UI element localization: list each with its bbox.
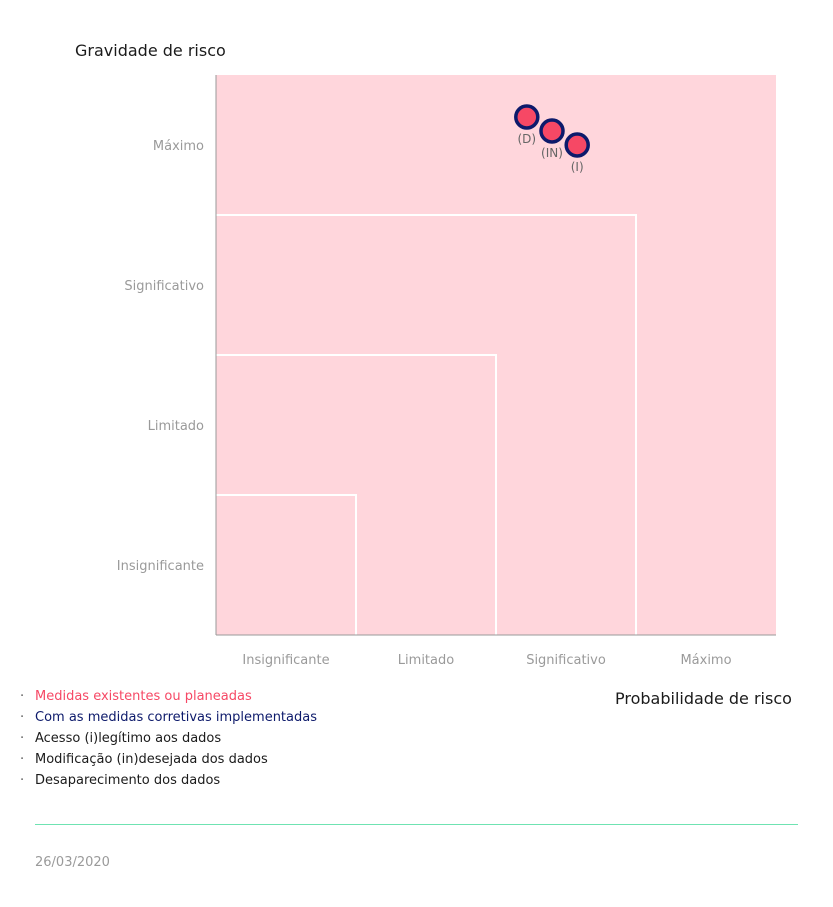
risk-zone-boundary (216, 354, 497, 635)
x-tick-label: Máximo (680, 653, 731, 668)
point-label: (IN) (541, 146, 563, 160)
legend-label: Medidas existentes ou planeadas (35, 689, 252, 704)
risk-point (514, 104, 540, 130)
legend-label: Desaparecimento dos dados (35, 773, 221, 788)
point-label: (I) (571, 160, 584, 174)
risk-chart: Insignificante Insignificante Limitado Limi… (117, 75, 776, 668)
y-tick-label: Insignificante (117, 559, 204, 574)
footer-divider (35, 824, 798, 825)
legend-label: Modificação (in)desejada dos dados (35, 752, 268, 767)
legend-item-corrective: · Com as medidas corretivas implementadas (20, 710, 317, 725)
footer-date: 26/03/2020 (35, 855, 110, 870)
x-tick-label: Limitado (398, 653, 454, 668)
legend-label: Acesso (i)legítimo aos dados (35, 731, 222, 746)
legend-item-existing: · Medidas existentes ou planeadas (20, 689, 252, 704)
y-tick-label: Máximo (153, 139, 204, 154)
risk-point (539, 118, 565, 144)
legend-item-disappearance: · Desaparecimento dos dados (20, 773, 221, 788)
point-label: (D) (517, 132, 536, 146)
risk-zone-boundary (216, 214, 637, 635)
risk-zone-boundary (216, 494, 357, 635)
y-axis-title: Gravidade de risco (75, 41, 226, 60)
y-tick-label: Significativo (124, 279, 204, 294)
legend-label: Com as medidas corretivas implementadas (35, 710, 317, 725)
legend-item-access: · Acesso (i)legítimo aos dados (20, 731, 222, 746)
legend-item-modification: · Modificação (in)desejada dos dados (20, 752, 268, 767)
legend: · Medidas existentes ou planeadas · Com as… (20, 686, 317, 791)
x-tick-label: Insignificante (242, 653, 329, 668)
x-tick-label: Significativo (526, 653, 606, 668)
risk-point (564, 132, 590, 158)
x-axis-title: Probabilidade de risco (615, 689, 792, 708)
y-tick-label: Limitado (148, 419, 204, 434)
